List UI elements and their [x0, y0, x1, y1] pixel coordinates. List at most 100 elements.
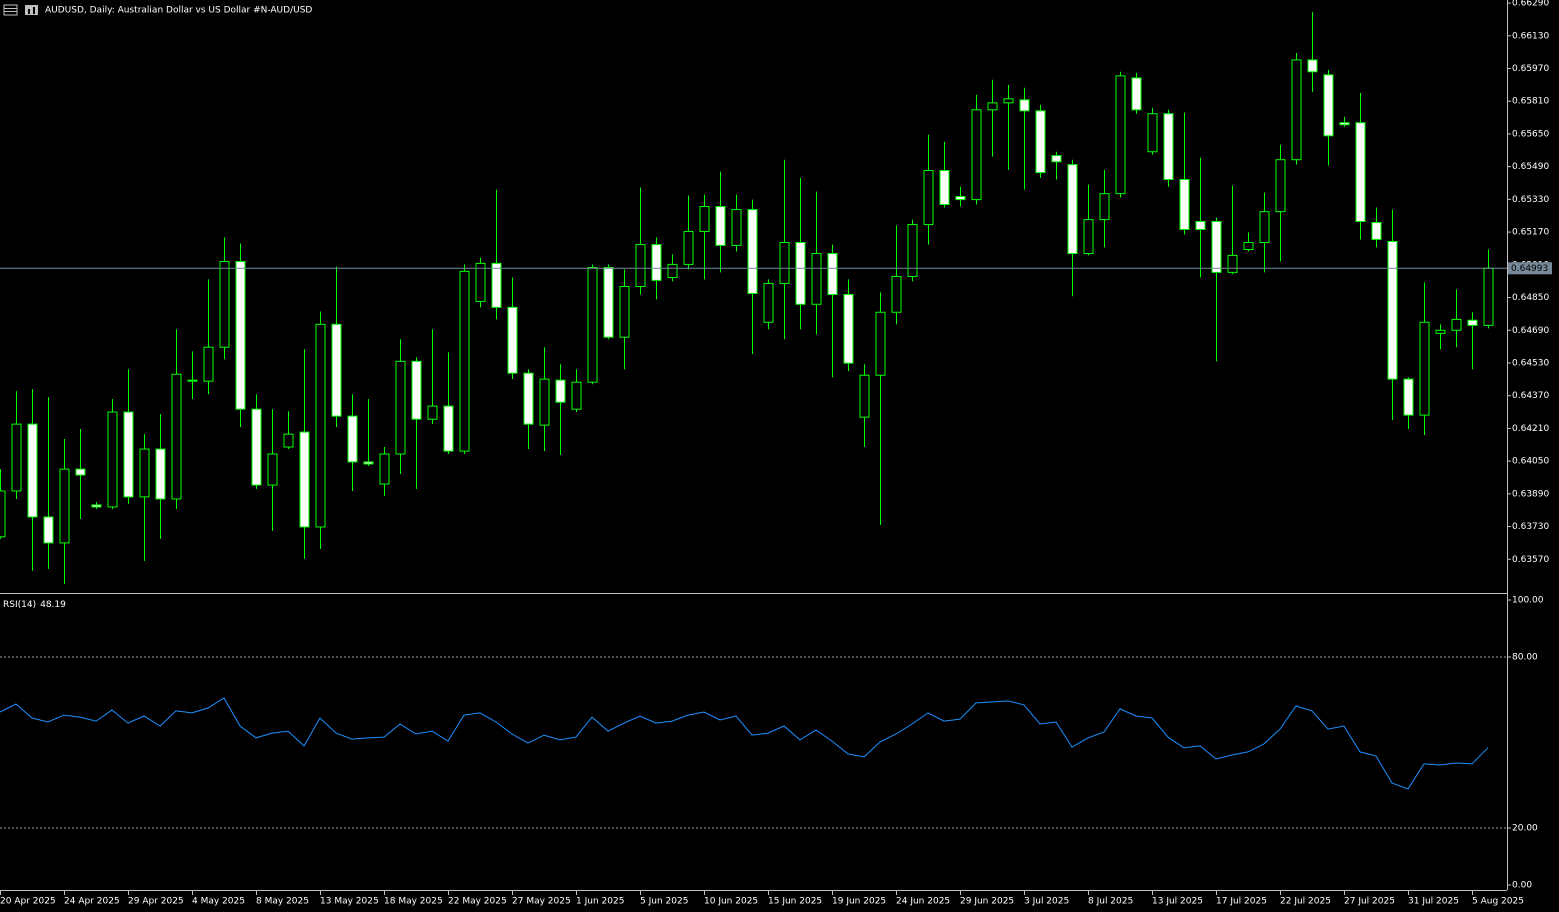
x-tick-label: 17 Jul 2025	[1216, 897, 1267, 907]
candle-body	[1483, 267, 1494, 326]
candle-body	[155, 448, 166, 500]
candle-body	[603, 266, 614, 338]
candle-body	[987, 102, 998, 111]
chart-title: AUDUSD, Daily: Australian Dollar vs US D…	[45, 6, 312, 16]
candle-body	[1099, 193, 1110, 221]
candle-body	[523, 372, 534, 425]
candle-body	[699, 206, 710, 232]
candle-body	[91, 504, 102, 508]
x-tick-label: 13 May 2025	[320, 897, 379, 907]
candle-body	[347, 415, 358, 463]
candle-body	[747, 209, 758, 294]
candle-body	[875, 311, 886, 376]
candle-body	[1211, 220, 1222, 273]
candle-body	[1131, 77, 1142, 111]
candle-body	[1403, 378, 1414, 416]
candle-body	[395, 360, 406, 455]
x-tick-label: 8 Jul 2025	[1088, 897, 1133, 907]
x-tick-label: 22 May 2025	[448, 897, 507, 907]
candle-body	[1019, 99, 1030, 112]
candle-body	[1163, 113, 1174, 181]
y-tick-label: 0.65810	[1512, 97, 1549, 107]
candle-body	[1355, 122, 1366, 222]
candle-body	[1179, 179, 1190, 230]
icon-list	[3, 4, 18, 16]
indicator-name: RSI(14)	[3, 600, 36, 610]
candle-body	[827, 253, 838, 295]
candle-body	[43, 516, 54, 544]
x-tick-label: 15 Jun 2025	[768, 897, 822, 907]
candle-body	[731, 209, 742, 246]
x-tick-label: 20 Apr 2025	[0, 897, 56, 907]
y-tick-label: 0.65170	[1512, 228, 1549, 238]
indicator-title: RSI(14) 48.19	[3, 600, 66, 610]
candle-body	[411, 360, 422, 420]
candle-body	[1051, 155, 1062, 163]
current-price-box	[1508, 262, 1552, 275]
candle-body	[555, 379, 566, 403]
candle-body	[203, 346, 214, 382]
x-tick-label: 24 Jun 2025	[896, 897, 950, 907]
candles	[0, 12, 1494, 584]
candle-body	[955, 196, 966, 201]
x-tick-label: 5 Aug 2025	[1472, 897, 1524, 907]
x-tick-label: 24 Apr 2025	[64, 897, 120, 907]
y-tick-label: 0.64210	[1512, 424, 1549, 434]
candle-body	[315, 323, 326, 528]
candle-body	[107, 411, 118, 508]
y-tick-label: 0.63890	[1512, 489, 1549, 499]
y-tick-label: 0.64850	[1512, 293, 1549, 303]
y-tick-label: 0.65650	[1512, 129, 1549, 139]
candle-body	[811, 253, 822, 305]
candle-body	[539, 378, 550, 426]
y-tick-label: 0.65490	[1512, 162, 1549, 172]
x-tick-label: 19 Jun 2025	[832, 897, 886, 907]
candle-body	[1035, 110, 1046, 174]
candle-body	[1227, 254, 1238, 273]
toolbar-icons	[3, 4, 38, 16]
candle-body	[443, 405, 454, 452]
candle-body	[1371, 221, 1382, 240]
candle-body	[763, 282, 774, 323]
candle-body	[1307, 59, 1318, 73]
candle-body	[619, 285, 630, 338]
candle-body	[1323, 74, 1334, 137]
x-tick-label: 13 Jul 2025	[1152, 897, 1203, 907]
x-tick-label: 8 May 2025	[256, 897, 309, 907]
candle-body	[683, 230, 694, 265]
y-tick-label: 0.00	[1512, 881, 1532, 891]
y-tick-label: 20.00	[1512, 824, 1538, 834]
candle-body	[891, 275, 902, 313]
candle-body	[795, 242, 806, 305]
candle-body	[843, 293, 854, 364]
candle-body	[651, 244, 662, 281]
candle-body	[859, 374, 870, 418]
candle-body	[1003, 98, 1014, 104]
x-tick-label: 18 May 2025	[384, 897, 443, 907]
candle-body	[27, 423, 38, 518]
candle-body	[59, 468, 70, 544]
candle-body	[1115, 75, 1126, 195]
candle-body	[507, 306, 518, 374]
current-price-label: 0.64993	[1511, 264, 1548, 274]
x-tick-label: 3 Jul 2025	[1024, 897, 1069, 907]
icon-chart	[25, 5, 38, 15]
x-tick-label: 29 Jun 2025	[960, 897, 1014, 907]
y-tick-label: 80.00	[1512, 653, 1538, 663]
y-tick-label: 0.64530	[1512, 358, 1549, 368]
candle-body	[267, 453, 278, 486]
candle-body	[491, 262, 502, 308]
candle-body	[1243, 242, 1254, 250]
y-tick-label: 0.65970	[1512, 64, 1549, 74]
candle-body	[283, 433, 294, 448]
candle-body	[1195, 220, 1206, 230]
indicator-last-value: 48.19	[40, 600, 66, 610]
candle-body	[1083, 219, 1094, 255]
y-tick-label: 0.64370	[1512, 391, 1549, 401]
y-tick-label: 0.66290	[1512, 0, 1549, 9]
candle-body	[363, 461, 374, 465]
candle-body	[1275, 159, 1286, 213]
candle-body	[475, 262, 486, 302]
